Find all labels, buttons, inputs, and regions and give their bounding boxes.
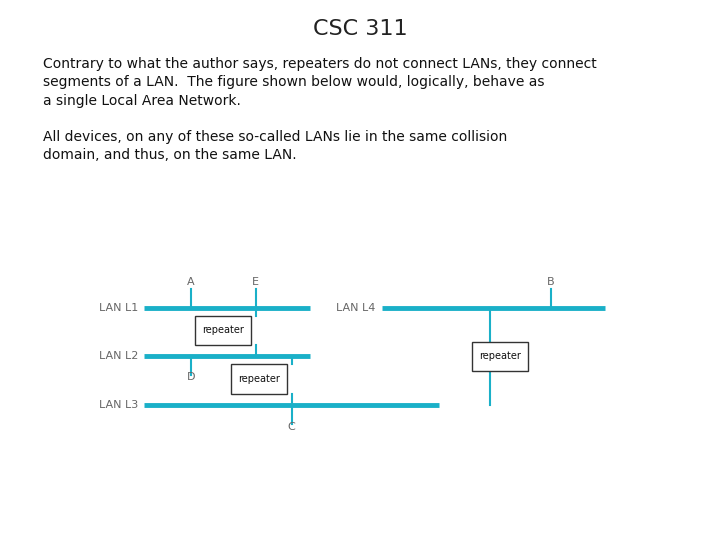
FancyBboxPatch shape [195,315,251,346]
Text: LAN L2: LAN L2 [99,352,138,361]
Text: E: E [252,277,259,287]
Text: B: B [547,277,554,287]
Text: LAN L1: LAN L1 [99,303,138,313]
Text: D: D [186,372,195,382]
Text: C: C [288,422,295,432]
Text: Contrary to what the author says, repeaters do not connect LANs, they connect
se: Contrary to what the author says, repeat… [43,57,597,107]
Text: repeater: repeater [480,352,521,361]
FancyBboxPatch shape [472,342,528,372]
Text: repeater: repeater [202,326,244,335]
Text: LAN L4: LAN L4 [336,303,376,313]
FancyBboxPatch shape [231,364,287,394]
Text: All devices, on any of these so-called LANs lie in the same collision
domain, an: All devices, on any of these so-called L… [43,130,508,162]
Text: A: A [187,277,194,287]
Text: LAN L3: LAN L3 [99,400,138,410]
Text: repeater: repeater [238,374,280,384]
Text: CSC 311: CSC 311 [312,19,408,39]
